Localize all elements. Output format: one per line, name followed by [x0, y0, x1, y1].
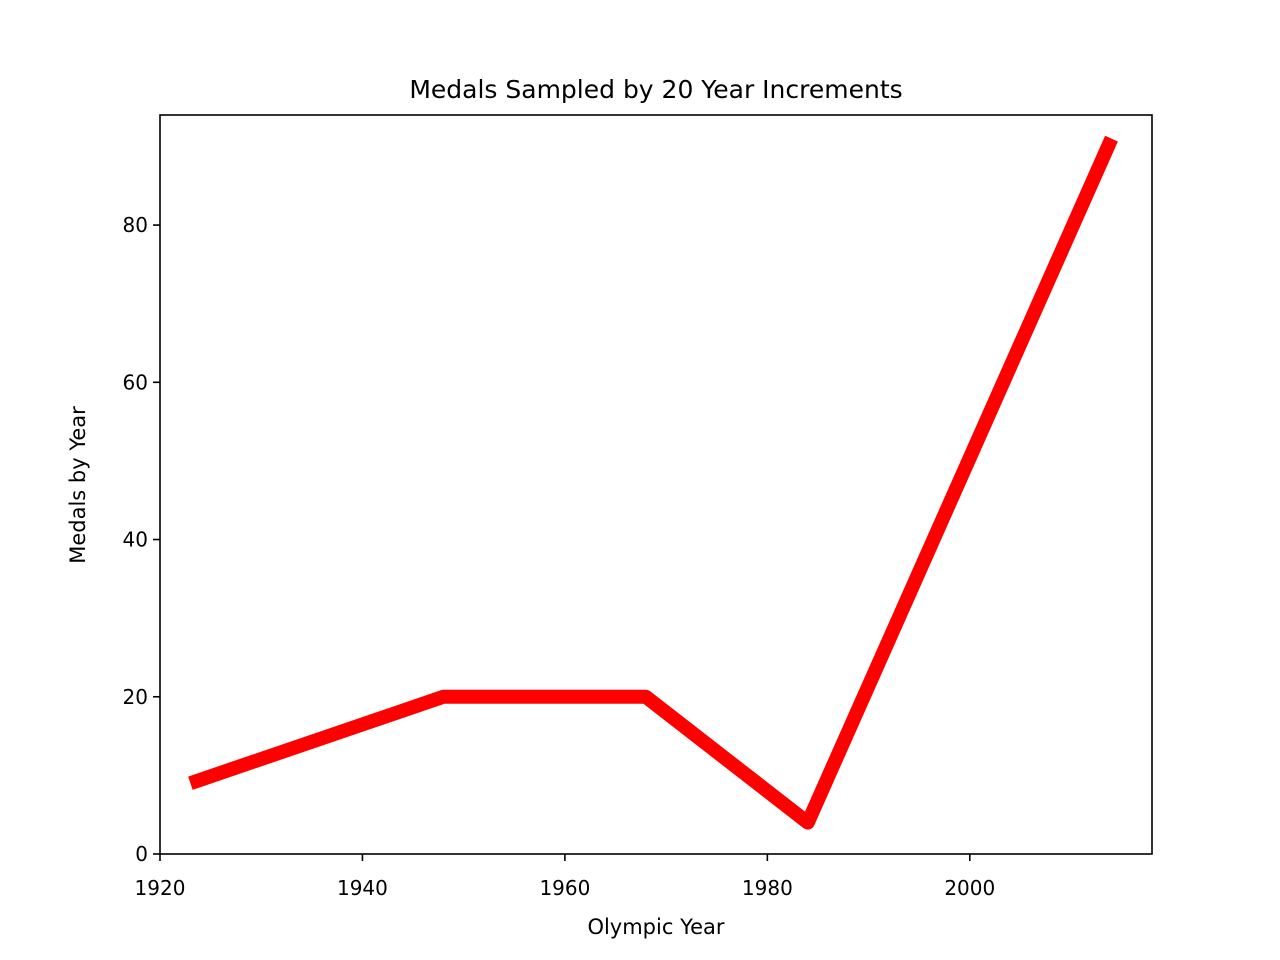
y-axis-ticks: 0 20 40 60 80	[123, 213, 160, 866]
x-tick-label: 1940	[337, 876, 388, 900]
x-tick-label: 1980	[742, 876, 793, 900]
chart-title: Medals Sampled by 20 Year Increments	[409, 75, 902, 104]
x-axis-title: Olympic Year	[587, 915, 724, 939]
x-axis-ticks: 1920 1940 1960 1980 2000	[135, 854, 995, 900]
y-axis-title: Medals by Year	[66, 406, 90, 564]
y-tick-label: 60	[123, 370, 148, 394]
series-line	[188, 135, 1118, 830]
y-tick-label: 40	[123, 528, 148, 552]
y-tick-label: 20	[123, 685, 148, 709]
x-tick-label: 2000	[944, 876, 995, 900]
y-tick-label: 80	[123, 213, 148, 237]
plot-frame	[159, 114, 1153, 855]
y-tick-label: 0	[135, 842, 148, 866]
x-tick-label: 1920	[135, 876, 186, 900]
series-layer	[188, 135, 1118, 830]
x-tick-label: 1960	[539, 876, 590, 900]
